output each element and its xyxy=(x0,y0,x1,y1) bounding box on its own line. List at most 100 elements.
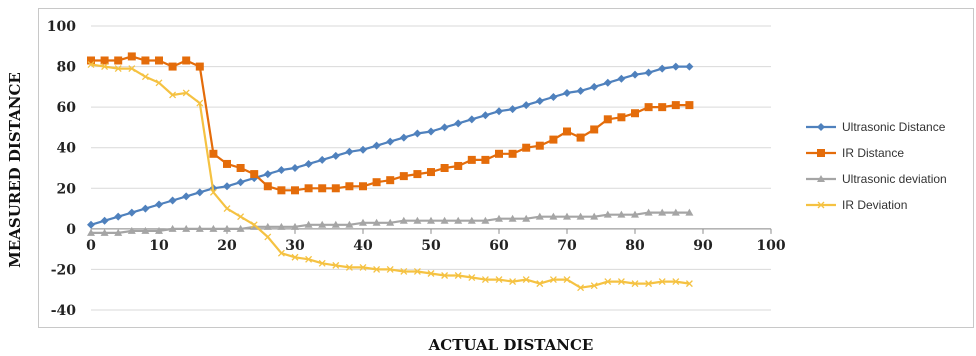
data-point xyxy=(331,220,340,228)
data-point xyxy=(182,56,191,65)
data-point xyxy=(535,212,544,220)
data-point xyxy=(671,208,680,216)
y-axis-title: MEASURED DISTANCE xyxy=(6,72,24,268)
data-point xyxy=(155,200,163,209)
data-point xyxy=(87,61,95,69)
x-tick-label: 90 xyxy=(693,238,713,254)
data-point xyxy=(304,220,313,228)
data-point xyxy=(535,141,544,150)
data-point xyxy=(576,212,585,220)
data-point xyxy=(127,52,136,61)
data-point xyxy=(331,184,340,193)
data-point xyxy=(563,88,571,97)
data-point xyxy=(631,109,639,118)
data-point xyxy=(141,56,150,65)
data-point xyxy=(427,127,435,136)
data-point xyxy=(481,216,490,224)
data-point xyxy=(277,222,286,230)
data-point xyxy=(359,218,367,226)
data-point xyxy=(603,78,612,87)
data-point xyxy=(685,280,693,288)
data-point xyxy=(563,127,571,136)
data-point xyxy=(817,123,825,131)
data-point xyxy=(223,182,231,191)
data-point xyxy=(223,224,231,232)
data-point xyxy=(563,276,571,284)
data-point xyxy=(495,276,503,284)
y-tick-label: -20 xyxy=(51,262,77,278)
data-point xyxy=(318,155,327,164)
series-ir-deviation xyxy=(87,61,693,292)
data-point xyxy=(305,255,313,263)
data-point xyxy=(277,166,286,175)
data-point xyxy=(522,101,531,110)
data-point xyxy=(114,56,123,65)
data-point xyxy=(318,220,327,228)
data-point xyxy=(454,272,462,279)
data-point xyxy=(196,99,204,107)
x-axis-title: ACTUAL DISTANCE xyxy=(428,336,594,354)
data-point xyxy=(236,224,245,232)
x-tick-label: 20 xyxy=(217,238,237,254)
data-point xyxy=(604,278,612,286)
x-tick-labels: 0 10 20 30 40 50 60 70 80 90 100 xyxy=(86,238,786,254)
data-point xyxy=(373,265,381,273)
data-point xyxy=(223,159,231,168)
data-point xyxy=(168,196,177,205)
data-point xyxy=(128,65,136,73)
data-point xyxy=(209,224,218,232)
data-point xyxy=(372,178,381,187)
y-tick-labels: -40 -20 0 20 40 60 80 100 xyxy=(47,19,76,319)
data-point xyxy=(427,168,435,177)
data-point xyxy=(141,73,149,81)
data-point xyxy=(549,212,558,220)
data-point xyxy=(359,263,367,271)
data-point xyxy=(658,64,667,73)
x-tick-label: 100 xyxy=(756,238,785,254)
x-tick-label: 10 xyxy=(149,238,169,254)
data-point xyxy=(304,159,313,168)
data-point xyxy=(386,137,395,146)
data-point xyxy=(413,216,422,224)
data-point xyxy=(522,214,531,222)
data-point xyxy=(250,221,258,229)
data-point xyxy=(155,79,163,87)
data-point xyxy=(549,135,558,144)
data-point xyxy=(400,267,408,275)
series-group xyxy=(87,52,694,292)
data-point xyxy=(169,91,177,99)
data-point xyxy=(386,218,395,226)
data-point xyxy=(291,253,299,261)
data-point xyxy=(631,280,639,288)
data-point xyxy=(522,276,530,284)
x-tick-label: 70 xyxy=(557,238,577,254)
y-tick-label: 80 xyxy=(57,60,77,76)
series-line xyxy=(90,63,690,289)
data-point xyxy=(577,284,585,292)
data-point xyxy=(440,216,449,224)
data-point xyxy=(617,210,626,218)
data-point xyxy=(127,208,136,217)
data-point xyxy=(631,210,639,218)
data-point xyxy=(114,228,123,236)
data-point xyxy=(454,119,463,128)
data-point xyxy=(87,220,95,229)
data-point xyxy=(277,186,286,195)
data-point xyxy=(509,278,517,286)
data-point xyxy=(685,208,694,216)
data-point xyxy=(87,228,95,236)
data-point xyxy=(386,176,395,185)
series-ultrasonic-distance xyxy=(87,62,694,229)
data-point xyxy=(209,188,217,196)
data-point xyxy=(644,68,653,77)
data-point xyxy=(236,164,245,172)
data-point xyxy=(291,186,299,195)
data-point xyxy=(563,212,571,220)
data-point xyxy=(508,149,517,158)
data-point xyxy=(671,62,680,71)
data-point xyxy=(441,272,449,279)
data-point xyxy=(413,170,422,179)
data-point xyxy=(399,133,408,142)
data-point xyxy=(182,192,191,201)
